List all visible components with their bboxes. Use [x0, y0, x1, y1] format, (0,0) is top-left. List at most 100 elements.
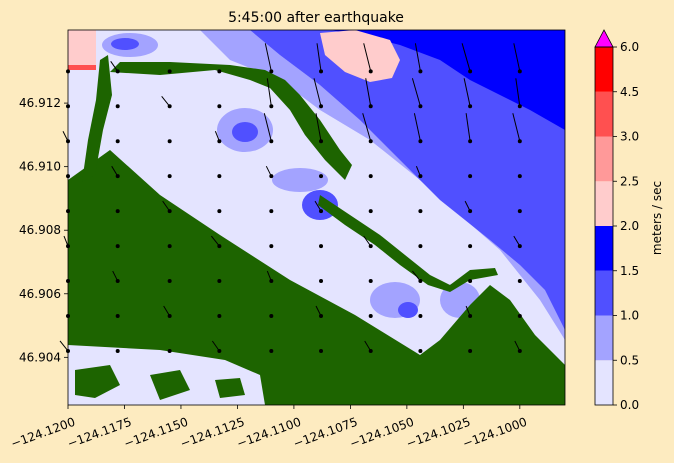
- x-tick-label: −124.1000: [461, 415, 529, 451]
- speed-patch-inner-2: [272, 168, 328, 192]
- quiver-tail: [59, 340, 69, 352]
- quiver-point: [418, 279, 423, 284]
- quiver-point: [217, 139, 222, 144]
- colorbar-tick-label: 1.0: [620, 309, 639, 323]
- quiver-tail: [110, 61, 119, 72]
- speed-band-1-5-2-0: [330, 30, 565, 130]
- colorbar-tick-label: 1.5: [620, 264, 639, 278]
- x-tick-label: −124.1200: [9, 415, 77, 451]
- quiver-tail: [461, 43, 471, 72]
- quiver-point: [115, 279, 120, 284]
- x-tick-label: −124.1050: [348, 415, 416, 451]
- quiver-point: [468, 279, 473, 284]
- quiver-point: [468, 139, 473, 144]
- quiver-tail: [363, 235, 372, 247]
- colorbar-tick-label: 2.5: [620, 174, 639, 188]
- land-fragment-1: [75, 365, 120, 398]
- quiver-point: [115, 209, 120, 214]
- quiver-tail: [211, 340, 220, 352]
- quiver-point: [269, 139, 274, 144]
- quiver-point: [368, 69, 373, 74]
- quiver-point: [269, 69, 274, 74]
- quiver-point: [319, 139, 324, 144]
- plot-area: [68, 30, 565, 405]
- quiver-point: [115, 244, 120, 249]
- quiver-point: [217, 104, 222, 109]
- colorbar: 0.0 0.5 1.0 1.5 2.0 2.5 3.0 4.5 6.0: [594, 29, 639, 412]
- y-tick-label: 46.904: [19, 350, 61, 364]
- quiver-tail: [264, 43, 272, 72]
- quiver-point: [517, 69, 522, 74]
- quiver-point: [167, 314, 172, 319]
- quiver-point: [167, 69, 172, 74]
- quiver-point: [269, 348, 274, 353]
- x-tick-label: −124.1075: [291, 415, 359, 451]
- quiver-tail: [161, 95, 171, 107]
- colorbar-extend-arrow: [594, 29, 614, 48]
- quiver-point: [368, 279, 373, 284]
- quiver-point: [368, 314, 373, 319]
- quiver-tail: [413, 113, 421, 142]
- chart-title: 5:45:00 after earthquake: [228, 10, 404, 26]
- colorbar-segment: [595, 270, 613, 316]
- quiver-point: [517, 174, 522, 179]
- colorbar-tick-label: 4.5: [620, 85, 639, 99]
- colorbar-segment: [595, 181, 613, 226]
- quiver-point: [319, 69, 324, 74]
- colorbar-tick-label: 2.0: [620, 219, 639, 233]
- quiver-point: [167, 104, 172, 109]
- speed-patch-inner-4-core: [398, 302, 418, 318]
- colorbar-tick-label: 3.0: [620, 130, 639, 144]
- quiver-point: [217, 279, 222, 284]
- quiver-point: [368, 244, 373, 249]
- quiver-tail: [411, 78, 421, 107]
- quiver-tail: [362, 113, 372, 142]
- quiver-point: [418, 314, 423, 319]
- quiver-tail: [414, 43, 421, 72]
- speed-band-2-0-2-5: [320, 30, 400, 82]
- quiver-point: [319, 348, 324, 353]
- speed-patch-inner-1-core: [232, 122, 258, 142]
- quiver-tail: [316, 43, 322, 72]
- quiver-tail: [463, 78, 471, 107]
- quiver-point: [468, 348, 473, 353]
- quiver-point: [468, 244, 473, 249]
- quiver-point: [368, 209, 373, 214]
- land-fragment-2: [150, 370, 190, 400]
- quiver-tail: [465, 113, 471, 142]
- quiver-point: [418, 69, 423, 74]
- quiver-point: [167, 348, 172, 353]
- colorbar-tick-label: 6.0: [620, 40, 639, 54]
- quiver-tail: [363, 43, 372, 72]
- quiver-point: [167, 174, 172, 179]
- quiver-point: [269, 209, 274, 214]
- quiver-point: [269, 104, 274, 109]
- quiver-point: [517, 209, 522, 214]
- quiver-point: [517, 314, 522, 319]
- quiver-point: [115, 314, 120, 319]
- quiver-point: [269, 244, 274, 249]
- quiver-point: [269, 174, 274, 179]
- quiver-point: [368, 139, 373, 144]
- quiver-point: [319, 279, 324, 284]
- quiver-point: [368, 348, 373, 353]
- quiver-point: [418, 348, 423, 353]
- colorbar-segment: [595, 47, 613, 92]
- quiver-point: [167, 209, 172, 214]
- x-axis: −124.1200−124.1175−124.1150−124.1125−124…: [9, 405, 529, 451]
- quiver-point: [319, 244, 324, 249]
- y-axis: 46.904 46.906 46.908 46.910 46.912: [19, 96, 68, 364]
- quiver-point: [418, 244, 423, 249]
- quiver-tail: [412, 270, 421, 282]
- quiver-point: [115, 174, 120, 179]
- quiver-point: [217, 174, 222, 179]
- quiver-point: [217, 348, 222, 353]
- quiver-tail: [365, 78, 372, 107]
- quiver-tail: [313, 78, 322, 107]
- quiver-point: [468, 69, 473, 74]
- x-tick-label: −124.1025: [404, 415, 472, 451]
- colorbar-tick-label: 0.5: [620, 353, 639, 367]
- velocity-quivers: [59, 43, 522, 353]
- quiver-point: [418, 104, 423, 109]
- quiver-tail: [512, 113, 521, 142]
